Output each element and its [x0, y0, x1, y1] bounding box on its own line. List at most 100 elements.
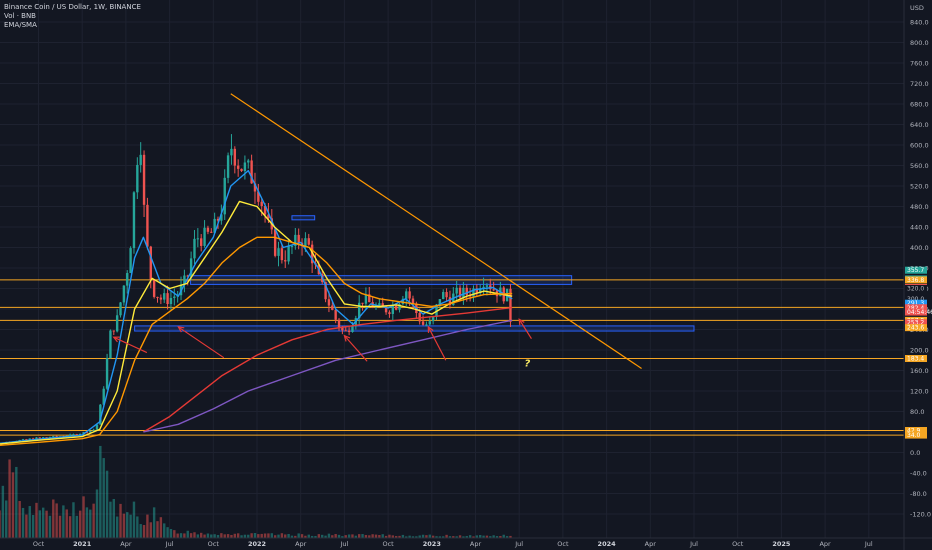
- volume-bar: [462, 536, 465, 538]
- candle-body: [462, 287, 465, 298]
- volume-bar: [226, 534, 230, 538]
- volume-bar: [341, 536, 344, 538]
- candle-body: [99, 404, 102, 425]
- volume-bar: [334, 534, 337, 538]
- ma-legend[interactable]: EMA/SMA: [4, 21, 37, 29]
- candle-body: [38, 437, 42, 439]
- candle-body: [156, 296, 159, 298]
- x-tick-label: Jul: [339, 540, 348, 548]
- volume-bar: [75, 515, 79, 538]
- volume-bar: [273, 535, 277, 538]
- moving-average-line: [143, 319, 513, 433]
- y-tick-label: 840.0: [910, 18, 929, 26]
- candle-body: [95, 424, 99, 430]
- support-zone: [134, 325, 695, 332]
- volume-bar: [35, 502, 38, 538]
- candle-body: [287, 246, 290, 262]
- volume-bar: [142, 525, 146, 538]
- candle-body: [119, 302, 122, 316]
- volume-bar: [8, 459, 11, 538]
- price-badge-label: 300.0: [907, 296, 924, 303]
- volume-bar: [337, 534, 341, 538]
- volume-bar: [1, 485, 5, 538]
- y-tick-label: 400.0: [910, 244, 929, 252]
- candle-body: [230, 148, 233, 156]
- volume-bar: [65, 509, 68, 538]
- candle-body: [341, 327, 344, 331]
- candle-body: [85, 432, 89, 434]
- candle-body: [408, 291, 411, 299]
- candle-body: [112, 330, 115, 332]
- volume-bar: [58, 515, 62, 538]
- volume-bar: [374, 534, 378, 538]
- y-tick-label: 720.0: [910, 80, 929, 88]
- volume-bar: [183, 533, 186, 538]
- y-tick-label: 200.0: [910, 346, 929, 354]
- price-badge-label: 320.0: [907, 286, 924, 293]
- volume-bar: [381, 534, 384, 538]
- candle-body: [72, 434, 75, 436]
- candle-body: [183, 275, 186, 285]
- volume-bar: [442, 536, 445, 538]
- price-badge-label: 243.6: [907, 325, 924, 332]
- volume-bar: [307, 534, 310, 538]
- volume-bar: [213, 534, 216, 538]
- price-badge-label: 183.4: [907, 356, 924, 363]
- candle-body: [347, 330, 351, 333]
- volume-bar: [351, 534, 354, 538]
- volume-bar: [136, 516, 139, 538]
- volume-bar: [499, 536, 502, 538]
- volume-bar: [196, 534, 200, 538]
- volume-bar: [11, 472, 15, 538]
- volume-bar: [199, 532, 203, 538]
- moving-average-line: [0, 200, 513, 445]
- candle-body: [55, 436, 58, 438]
- chart-legend: Binance Coin / US Dollar, 1W, BINANCE Vo…: [4, 3, 141, 30]
- volume-bar: [126, 512, 129, 538]
- candle-body: [247, 160, 250, 163]
- volume-bar: [465, 536, 468, 538]
- volume-bar: [28, 506, 31, 538]
- volume-bar: [243, 534, 247, 538]
- y-tick-label: 80.0: [910, 408, 924, 416]
- x-tick-label: Jul: [165, 540, 174, 548]
- volume-bar: [85, 507, 89, 538]
- volume-bar: [247, 534, 250, 538]
- currency-label: USD: [910, 4, 924, 12]
- volume-bar: [294, 535, 297, 538]
- price-badge-label: 42.9: [907, 428, 921, 435]
- y-tick-label: 160.0: [910, 367, 929, 375]
- volume-bar: [452, 536, 455, 538]
- y-tick-label: 760.0: [910, 59, 929, 67]
- candle-body: [78, 433, 82, 435]
- moving-average-line: [0, 236, 513, 447]
- arrow-line: [178, 326, 225, 359]
- candle-body: [189, 258, 193, 277]
- volume-bar: [156, 521, 159, 538]
- volume-bar: [384, 535, 388, 538]
- y-tick-label: 560.0: [910, 162, 929, 170]
- volume-bar: [112, 498, 115, 538]
- volume-legend[interactable]: Vol · BNB: [4, 12, 36, 20]
- symbol-title[interactable]: Binance Coin / US Dollar, 1W, BINANCE: [4, 3, 141, 11]
- candle-body: [25, 439, 28, 441]
- candle-body: [196, 238, 200, 240]
- volume-bars: [0, 445, 512, 538]
- volume-bar: [411, 536, 415, 538]
- moving-averages: [0, 169, 513, 447]
- price-badge: 04:54:46: [905, 308, 932, 316]
- volume-bar: [448, 536, 452, 538]
- time-axis[interactable]: Oct 2021 Apr Jul Oct 2022 Apr Jul Oct 2023 Apr Jul O…: [33, 540, 873, 548]
- candle-body: [452, 293, 455, 306]
- candle-body: [401, 298, 405, 305]
- volume-bar: [129, 514, 132, 538]
- candle-body: [109, 330, 112, 359]
- volume-bar: [509, 535, 512, 538]
- volume-bar: [354, 535, 358, 538]
- volume-bar: [166, 527, 169, 538]
- volume-bar: [109, 501, 112, 538]
- volume-bar: [139, 524, 142, 538]
- candle-body: [421, 321, 425, 325]
- candle-body: [368, 294, 371, 303]
